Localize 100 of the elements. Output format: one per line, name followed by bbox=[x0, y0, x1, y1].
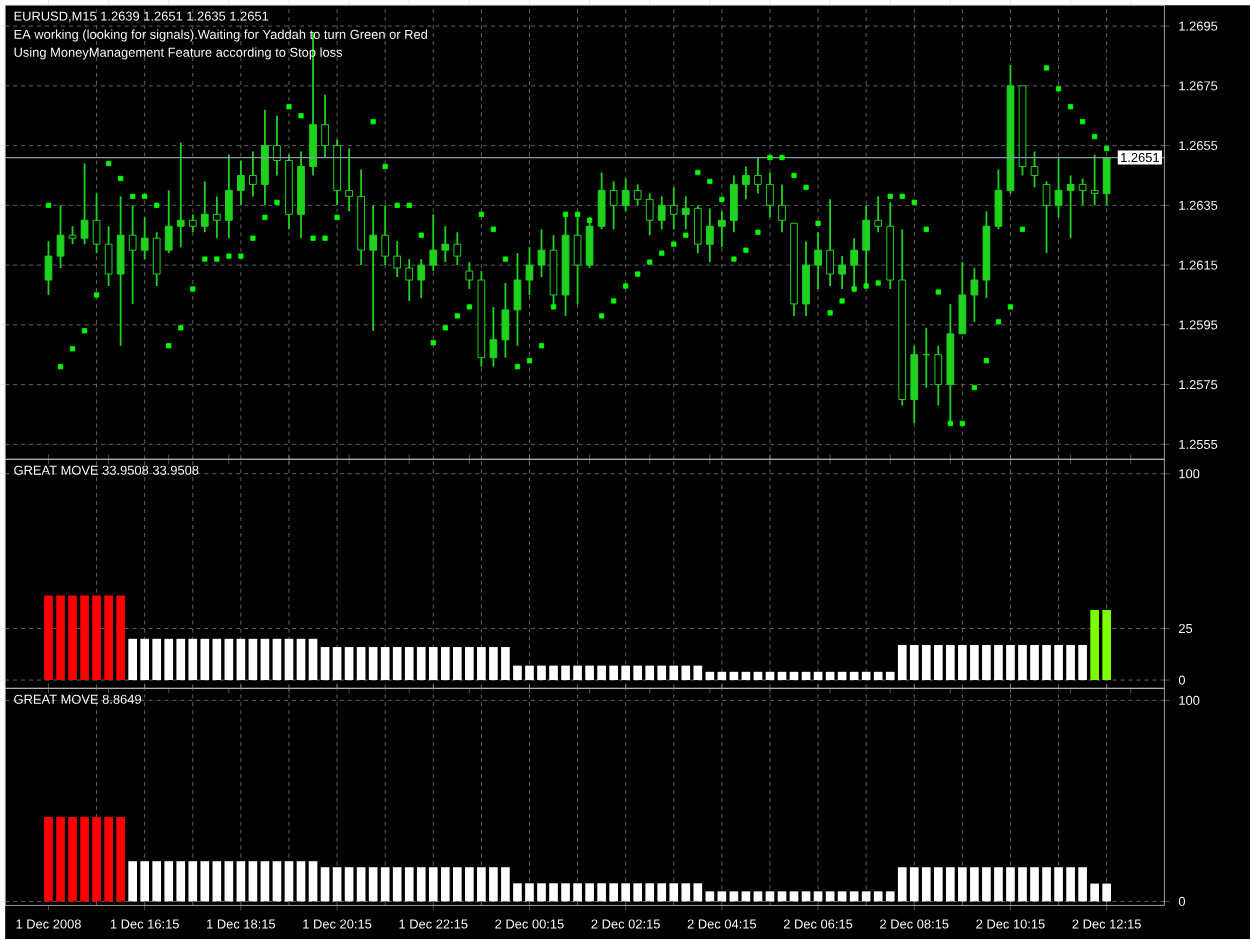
bar bbox=[741, 672, 751, 681]
bar bbox=[777, 891, 787, 902]
bar bbox=[765, 891, 775, 902]
candlestick bbox=[994, 168, 1003, 231]
bar bbox=[332, 647, 342, 681]
candlestick bbox=[44, 240, 53, 297]
bar bbox=[320, 647, 330, 681]
bar bbox=[236, 639, 246, 681]
bar bbox=[837, 672, 847, 681]
bar bbox=[248, 639, 258, 681]
candlestick bbox=[718, 210, 726, 249]
candlestick bbox=[958, 261, 967, 336]
bar bbox=[308, 639, 318, 681]
candlestick bbox=[200, 180, 209, 234]
bar bbox=[729, 672, 739, 681]
candlestick bbox=[249, 151, 257, 198]
candlestick bbox=[537, 228, 546, 279]
bar bbox=[729, 891, 739, 902]
bar bbox=[705, 891, 715, 902]
candlestick bbox=[826, 198, 834, 288]
bar bbox=[753, 672, 763, 681]
bar bbox=[789, 891, 799, 902]
candlestick bbox=[802, 240, 810, 318]
candlestick bbox=[1102, 156, 1111, 207]
candlestick bbox=[501, 282, 510, 359]
bar bbox=[717, 891, 727, 902]
candlestick bbox=[104, 225, 113, 288]
bar bbox=[368, 867, 378, 902]
candlestick bbox=[1090, 153, 1099, 207]
candlestick bbox=[381, 204, 390, 267]
candlestick bbox=[645, 192, 654, 237]
candlestick bbox=[585, 216, 594, 270]
candlestick bbox=[176, 142, 185, 249]
candlestick bbox=[838, 255, 846, 291]
candlestick bbox=[1042, 180, 1051, 255]
candlestick bbox=[465, 261, 474, 291]
candlestick bbox=[681, 195, 690, 231]
candlestick bbox=[273, 115, 281, 177]
candlestick bbox=[345, 148, 353, 213]
candlestick bbox=[730, 174, 738, 234]
bar bbox=[224, 639, 234, 681]
candlestick bbox=[297, 151, 305, 240]
bar bbox=[260, 861, 270, 902]
candlestick bbox=[742, 165, 750, 201]
candlestick bbox=[778, 183, 786, 234]
candlestick bbox=[261, 109, 269, 207]
candlestick bbox=[441, 225, 450, 264]
bar bbox=[356, 867, 366, 902]
candlestick bbox=[669, 186, 678, 231]
candlestick bbox=[417, 258, 426, 300]
bar bbox=[344, 867, 354, 902]
bar bbox=[248, 861, 258, 902]
bar bbox=[332, 867, 342, 902]
candlestick bbox=[152, 231, 161, 288]
candlestick bbox=[56, 204, 65, 270]
candlestick bbox=[489, 306, 498, 368]
candlestick bbox=[621, 177, 630, 213]
candlestick bbox=[693, 204, 702, 255]
candlestick bbox=[633, 183, 642, 207]
candlestick bbox=[140, 216, 149, 261]
bar bbox=[753, 891, 763, 902]
candlestick bbox=[393, 240, 402, 279]
candlestick bbox=[453, 231, 462, 267]
bar bbox=[356, 647, 366, 681]
bar bbox=[705, 672, 715, 681]
bar bbox=[861, 891, 871, 902]
bar bbox=[849, 891, 859, 902]
candlestick bbox=[525, 246, 534, 297]
bar bbox=[777, 672, 787, 681]
candlestick bbox=[970, 267, 979, 324]
bar bbox=[813, 672, 823, 681]
candlestick bbox=[333, 139, 341, 207]
bar bbox=[789, 672, 799, 681]
bar bbox=[741, 891, 751, 902]
candlestick bbox=[862, 204, 871, 288]
candlestick bbox=[212, 195, 221, 240]
candlestick bbox=[705, 207, 714, 264]
candlestick bbox=[128, 204, 137, 306]
candlestick bbox=[224, 153, 233, 240]
candlestick bbox=[1078, 177, 1087, 207]
bar bbox=[284, 861, 294, 902]
candlestick bbox=[934, 345, 943, 407]
candlestick bbox=[237, 159, 245, 207]
candlestick bbox=[80, 162, 89, 246]
candlestick bbox=[164, 189, 173, 255]
candlestick bbox=[369, 204, 378, 333]
candlestick bbox=[573, 213, 582, 306]
bar bbox=[825, 672, 835, 681]
bar bbox=[861, 672, 871, 681]
bar bbox=[284, 639, 294, 681]
candlestick bbox=[1066, 174, 1075, 240]
bar bbox=[801, 891, 811, 902]
candlestick bbox=[549, 234, 558, 309]
bar bbox=[765, 672, 775, 681]
candlestick bbox=[874, 195, 883, 234]
bar bbox=[224, 861, 234, 902]
bar bbox=[308, 861, 318, 902]
candlestick bbox=[597, 171, 606, 231]
candlestick bbox=[116, 195, 125, 347]
candlestick bbox=[850, 237, 859, 294]
